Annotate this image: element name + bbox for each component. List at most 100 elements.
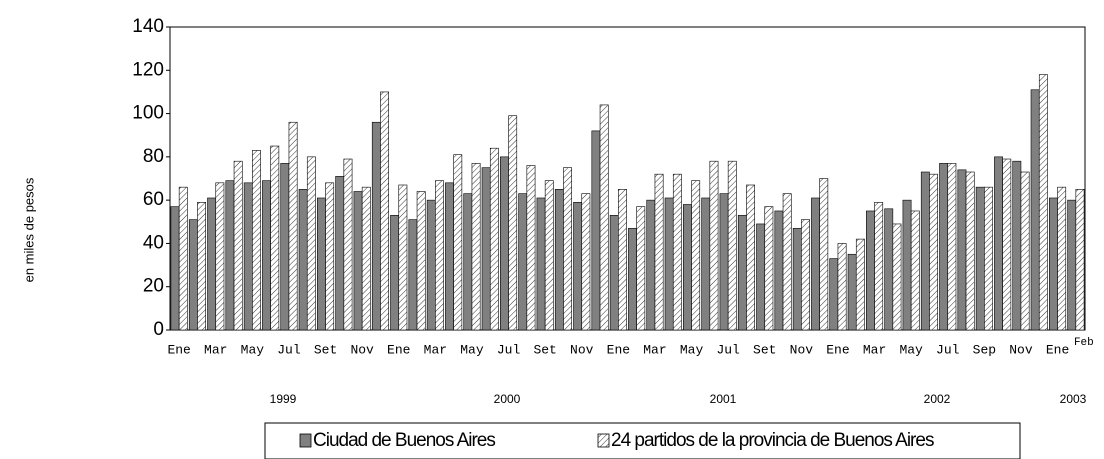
- x-tick-label: May: [680, 342, 704, 357]
- x-tick-label: May: [460, 342, 484, 357]
- bar: [892, 223, 902, 331]
- x-tick-label: Mar: [863, 342, 886, 357]
- bar: [782, 193, 792, 331]
- bar: [618, 189, 627, 331]
- bar: [335, 176, 345, 331]
- bar: [965, 171, 975, 331]
- bar: [1030, 89, 1040, 331]
- bar: [408, 219, 418, 331]
- bar: [361, 186, 371, 331]
- bar: [609, 214, 619, 331]
- bar: [884, 208, 894, 331]
- bar: [500, 156, 509, 331]
- x-tick-label: Ene: [167, 342, 190, 357]
- x-tick-label: Nov: [570, 342, 594, 357]
- bar: [471, 163, 481, 331]
- bar: [829, 258, 839, 331]
- bar: [1049, 197, 1058, 331]
- bar: [170, 206, 180, 331]
- bar: [1012, 160, 1022, 331]
- bar: [445, 182, 454, 331]
- bar: [252, 150, 261, 331]
- bar: [920, 171, 930, 331]
- bar: [994, 156, 1003, 331]
- bar: [398, 184, 408, 331]
- bar: [554, 189, 564, 331]
- bar: [262, 180, 271, 331]
- bar: [573, 202, 583, 331]
- y-tick-label: 60: [143, 189, 164, 210]
- bar: [737, 214, 747, 331]
- bar: [563, 167, 572, 331]
- bar: [426, 199, 436, 331]
- year-label: 2002: [924, 392, 951, 406]
- bar: [866, 210, 875, 331]
- x-tick-label: Nov: [790, 342, 814, 357]
- bar: [664, 197, 674, 331]
- bar: [225, 180, 235, 331]
- bar: [435, 180, 444, 331]
- legend-swatch: [299, 433, 312, 448]
- y-axis-label: en miles de pesos: [21, 177, 36, 282]
- x-tick-label: Ene: [826, 342, 849, 357]
- x-tick-label: Ene: [607, 342, 630, 357]
- y-tick-label: 140: [132, 16, 164, 37]
- year-label: 1999: [270, 392, 297, 406]
- bar: [628, 227, 637, 331]
- bar: [591, 130, 601, 331]
- bar: [353, 191, 363, 331]
- bar: [683, 204, 692, 331]
- bar: [178, 186, 188, 331]
- bar: [855, 238, 865, 331]
- bar: [701, 197, 711, 331]
- bar: [343, 158, 353, 331]
- bar: [544, 180, 554, 331]
- x-tick-label: Feb: [1074, 337, 1094, 349]
- bar: [536, 197, 546, 331]
- x-tick-label: Jul: [936, 342, 960, 357]
- bar: [197, 202, 206, 331]
- bar: [306, 156, 316, 331]
- x-tick-label: Ene: [1046, 342, 1069, 357]
- bar: [243, 182, 253, 331]
- bar: [1057, 186, 1067, 331]
- bar: [1038, 74, 1048, 331]
- year-label: 2000: [494, 392, 521, 406]
- bar: [984, 186, 993, 331]
- x-tick-label: Set: [753, 342, 776, 357]
- x-tick-label: Set: [533, 342, 556, 357]
- bar: [518, 193, 528, 331]
- bar: [463, 193, 473, 331]
- bar: [929, 173, 938, 331]
- bar: [1020, 171, 1030, 331]
- x-tick-label: Jul: [277, 342, 301, 357]
- legend-label: 24 partidos de la provincia de Buenos Ai…: [611, 430, 934, 451]
- bar: [811, 197, 820, 331]
- bar: [207, 197, 217, 331]
- bar: [325, 182, 335, 331]
- bar: [672, 173, 682, 331]
- bar: [1067, 199, 1077, 331]
- x-tick-label: Set: [314, 342, 337, 357]
- year-label: 2001: [710, 392, 737, 406]
- x-tick-label: Nov: [1009, 342, 1033, 357]
- bar: [727, 160, 737, 331]
- bar: [526, 165, 536, 331]
- bar: [188, 219, 198, 331]
- bar: [910, 210, 920, 331]
- bar: [489, 147, 499, 331]
- bar: [646, 199, 656, 331]
- bar: [416, 191, 426, 331]
- bar: [508, 115, 518, 331]
- bar: [847, 253, 857, 331]
- bar: [756, 223, 766, 331]
- y-tick-label: 40: [143, 232, 164, 253]
- bar: [599, 104, 609, 331]
- legend-box: [264, 422, 1021, 459]
- x-tick-label: Mar: [643, 342, 666, 357]
- bar: [280, 163, 290, 331]
- bar: [719, 193, 729, 331]
- x-tick-label: May: [241, 342, 265, 357]
- bar: [453, 154, 463, 331]
